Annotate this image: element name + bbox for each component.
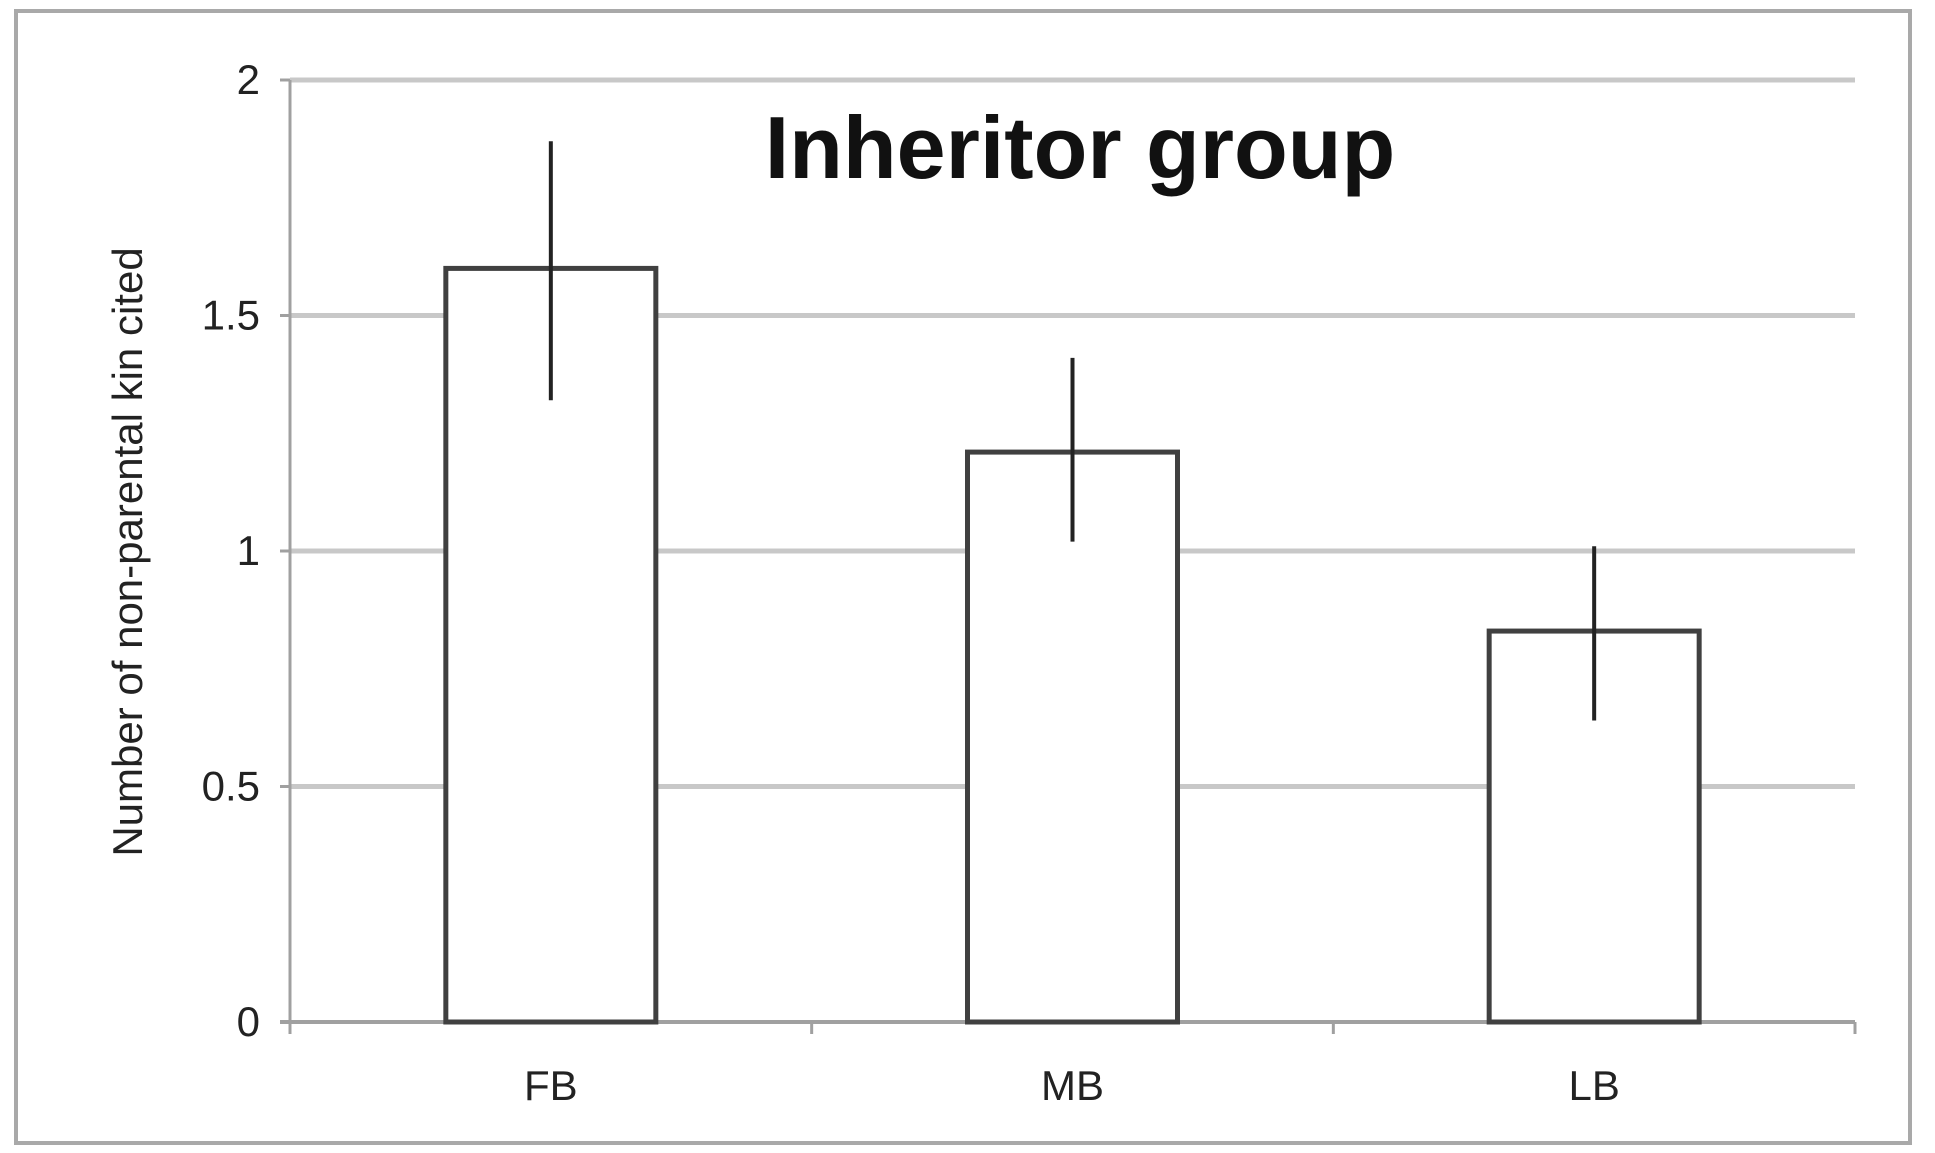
y-tick-label: 0 xyxy=(237,998,260,1045)
y-tick-label: 2 xyxy=(237,56,260,103)
y-tick-label: 1.5 xyxy=(202,292,260,339)
y-tick-labels: 0 0.5 1 1.5 2 xyxy=(202,56,260,1045)
x-tick-labels: FB MB LB xyxy=(524,1062,1620,1109)
y-tick-label: 1 xyxy=(237,527,260,574)
x-tick-label: LB xyxy=(1568,1062,1619,1109)
x-tick-label: MB xyxy=(1041,1062,1104,1109)
x-tick-label: FB xyxy=(524,1062,578,1109)
y-axis-title: Number of non-parental kin cited xyxy=(104,247,151,856)
chart-title: Inheritor group xyxy=(765,98,1396,197)
y-tick-label: 0.5 xyxy=(202,763,260,810)
